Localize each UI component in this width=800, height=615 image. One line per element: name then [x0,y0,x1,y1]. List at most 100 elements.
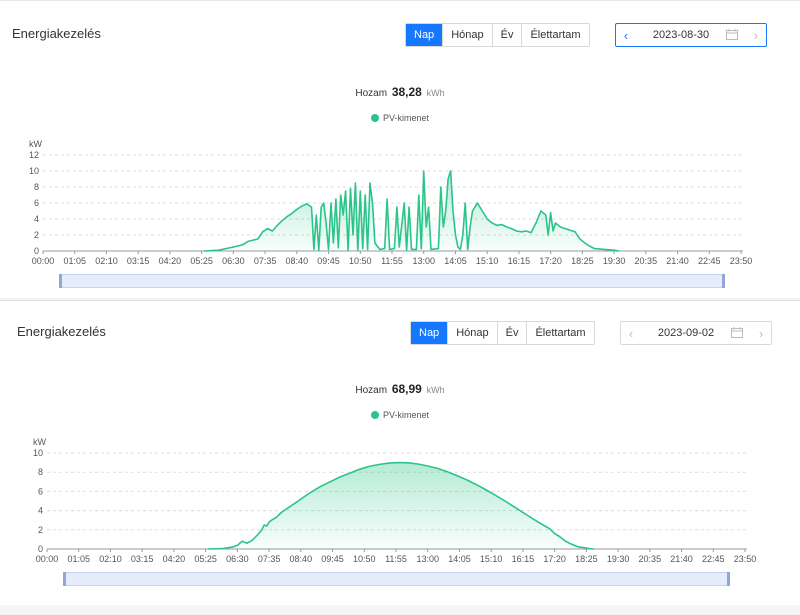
panel-title: Energiakezelés [17,324,106,339]
x-tick-label: 01:05 [67,554,90,564]
x-tick-label: 06:30 [226,554,249,564]
x-tick-label: 09:45 [321,554,344,564]
x-tick-label: 22:45 [702,554,725,564]
zoom-slider[interactable] [59,274,725,288]
date-value[interactable]: 2023-09-02 [657,327,715,339]
x-tick-label: 10:50 [353,554,376,564]
date-value[interactable]: 2023-08-30 [652,29,710,41]
yield-label: Hozam [355,88,388,99]
x-tick-label: 16:15 [508,256,531,266]
x-tick-label: 16:15 [512,554,535,564]
y-tick-label: 6 [34,198,39,208]
energy-panel-1: Energiakezelés Nap Hónap Év Élettartam ‹… [0,0,800,301]
x-tick-label: 01:05 [63,256,86,266]
tab-day[interactable]: Nap [411,322,448,344]
x-tick-label: 07:35 [258,554,281,564]
x-tick-label: 18:25 [571,256,594,266]
period-tabs: Nap Hónap Év Élettartam [410,321,595,345]
x-tick-label: 15:10 [476,256,499,266]
x-tick-label: 03:15 [127,256,150,266]
x-tick-label: 19:30 [607,554,630,564]
chart-legend[interactable]: PV-kimenet [0,410,800,420]
energy-panel-2: Energiakezelés Nap Hónap Év Élettartam ‹… [0,300,800,613]
y-tick-label: 10 [29,166,39,176]
y-tick-label: 4 [38,506,43,516]
y-axis-label: kW [29,139,43,149]
x-tick-label: 20:35 [639,554,662,564]
x-tick-label: 06:30 [222,256,245,266]
x-tick-label: 13:00 [412,256,435,266]
zoom-slider[interactable] [63,572,730,586]
y-tick-label: 0 [34,246,39,256]
y-tick-label: 4 [34,214,39,224]
yield-unit: kWh [426,88,445,98]
x-tick-label: 00:00 [32,256,55,266]
chart-legend[interactable]: PV-kimenet [0,113,800,123]
bottom-separator [0,605,800,615]
x-tick-label: 20:35 [635,256,658,266]
series-line [208,461,594,550]
zoom-handle-left[interactable] [63,572,66,586]
x-tick-label: 17:20 [543,554,566,564]
x-tick-label: 14:05 [444,256,467,266]
x-tick-label: 22:45 [698,256,721,266]
y-tick-label: 10 [33,448,43,458]
yield-summary: Hozam 68,99 kWh [0,382,800,396]
y-tick-label: 12 [29,150,39,160]
prev-date-icon[interactable]: ‹ [628,325,634,341]
zoom-handle-right[interactable] [727,572,730,586]
x-tick-label: 14:05 [448,554,471,564]
x-tick-label: 08:40 [290,554,313,564]
prev-date-icon[interactable]: ‹ [623,27,629,43]
tab-month[interactable]: Hónap [447,322,496,344]
x-tick-label: 15:10 [480,554,503,564]
x-tick-label: 02:10 [95,256,118,266]
yield-label: Hozam [355,385,388,396]
x-tick-label: 19:30 [603,256,626,266]
period-tabs: Nap Hónap Év Élettartam [405,23,590,47]
y-tick-label: 0 [38,544,43,554]
x-tick-label: 21:40 [666,256,689,266]
x-tick-label: 09:45 [317,256,340,266]
x-tick-label: 05:25 [194,554,217,564]
yield-value: 38,28 [391,85,422,99]
series-line [204,170,620,252]
tab-year[interactable]: Év [491,24,522,46]
series-area [208,462,594,549]
date-picker[interactable]: ‹ 2023-08-30 › [615,23,767,47]
y-tick-label: 2 [38,525,43,535]
legend-dot-icon [370,114,379,122]
x-tick-label: 07:35 [254,256,277,266]
x-tick-label: 17:20 [539,256,562,266]
legend-label: PV-kimenet [382,410,430,420]
legend-label: PV-kimenet [382,113,430,123]
calendar-icon[interactable] [731,327,745,339]
x-tick-label: 10:50 [349,256,372,266]
tab-lifetime[interactable]: Élettartam [521,24,588,46]
tab-year[interactable]: Év [496,322,527,344]
zoom-handle-left[interactable] [59,274,62,288]
yield-unit: kWh [426,385,445,395]
panel-title: Energiakezelés [12,26,101,41]
next-date-icon[interactable]: › [753,27,759,43]
legend-dot-icon [370,411,379,419]
y-axis-label: kW [33,437,47,447]
next-date-icon[interactable]: › [758,325,764,341]
x-tick-label: 02:10 [99,554,122,564]
x-tick-label: 11:55 [385,554,407,564]
x-tick-label: 13:00 [416,554,439,564]
tab-day[interactable]: Nap [406,24,443,46]
x-tick-label: 03:15 [131,554,154,564]
yield-summary: Hozam 38,28 kWh [0,85,800,99]
zoom-handle-right[interactable] [722,274,725,288]
x-tick-label: 04:20 [163,554,186,564]
date-picker[interactable]: ‹ 2023-09-02 › [620,321,772,345]
tab-month[interactable]: Hónap [442,24,491,46]
calendar-icon[interactable] [726,29,740,41]
y-tick-label: 2 [34,230,39,240]
x-tick-label: 23:50 [734,554,757,564]
x-tick-label: 21:40 [670,554,693,564]
tab-lifetime[interactable]: Élettartam [526,322,593,344]
